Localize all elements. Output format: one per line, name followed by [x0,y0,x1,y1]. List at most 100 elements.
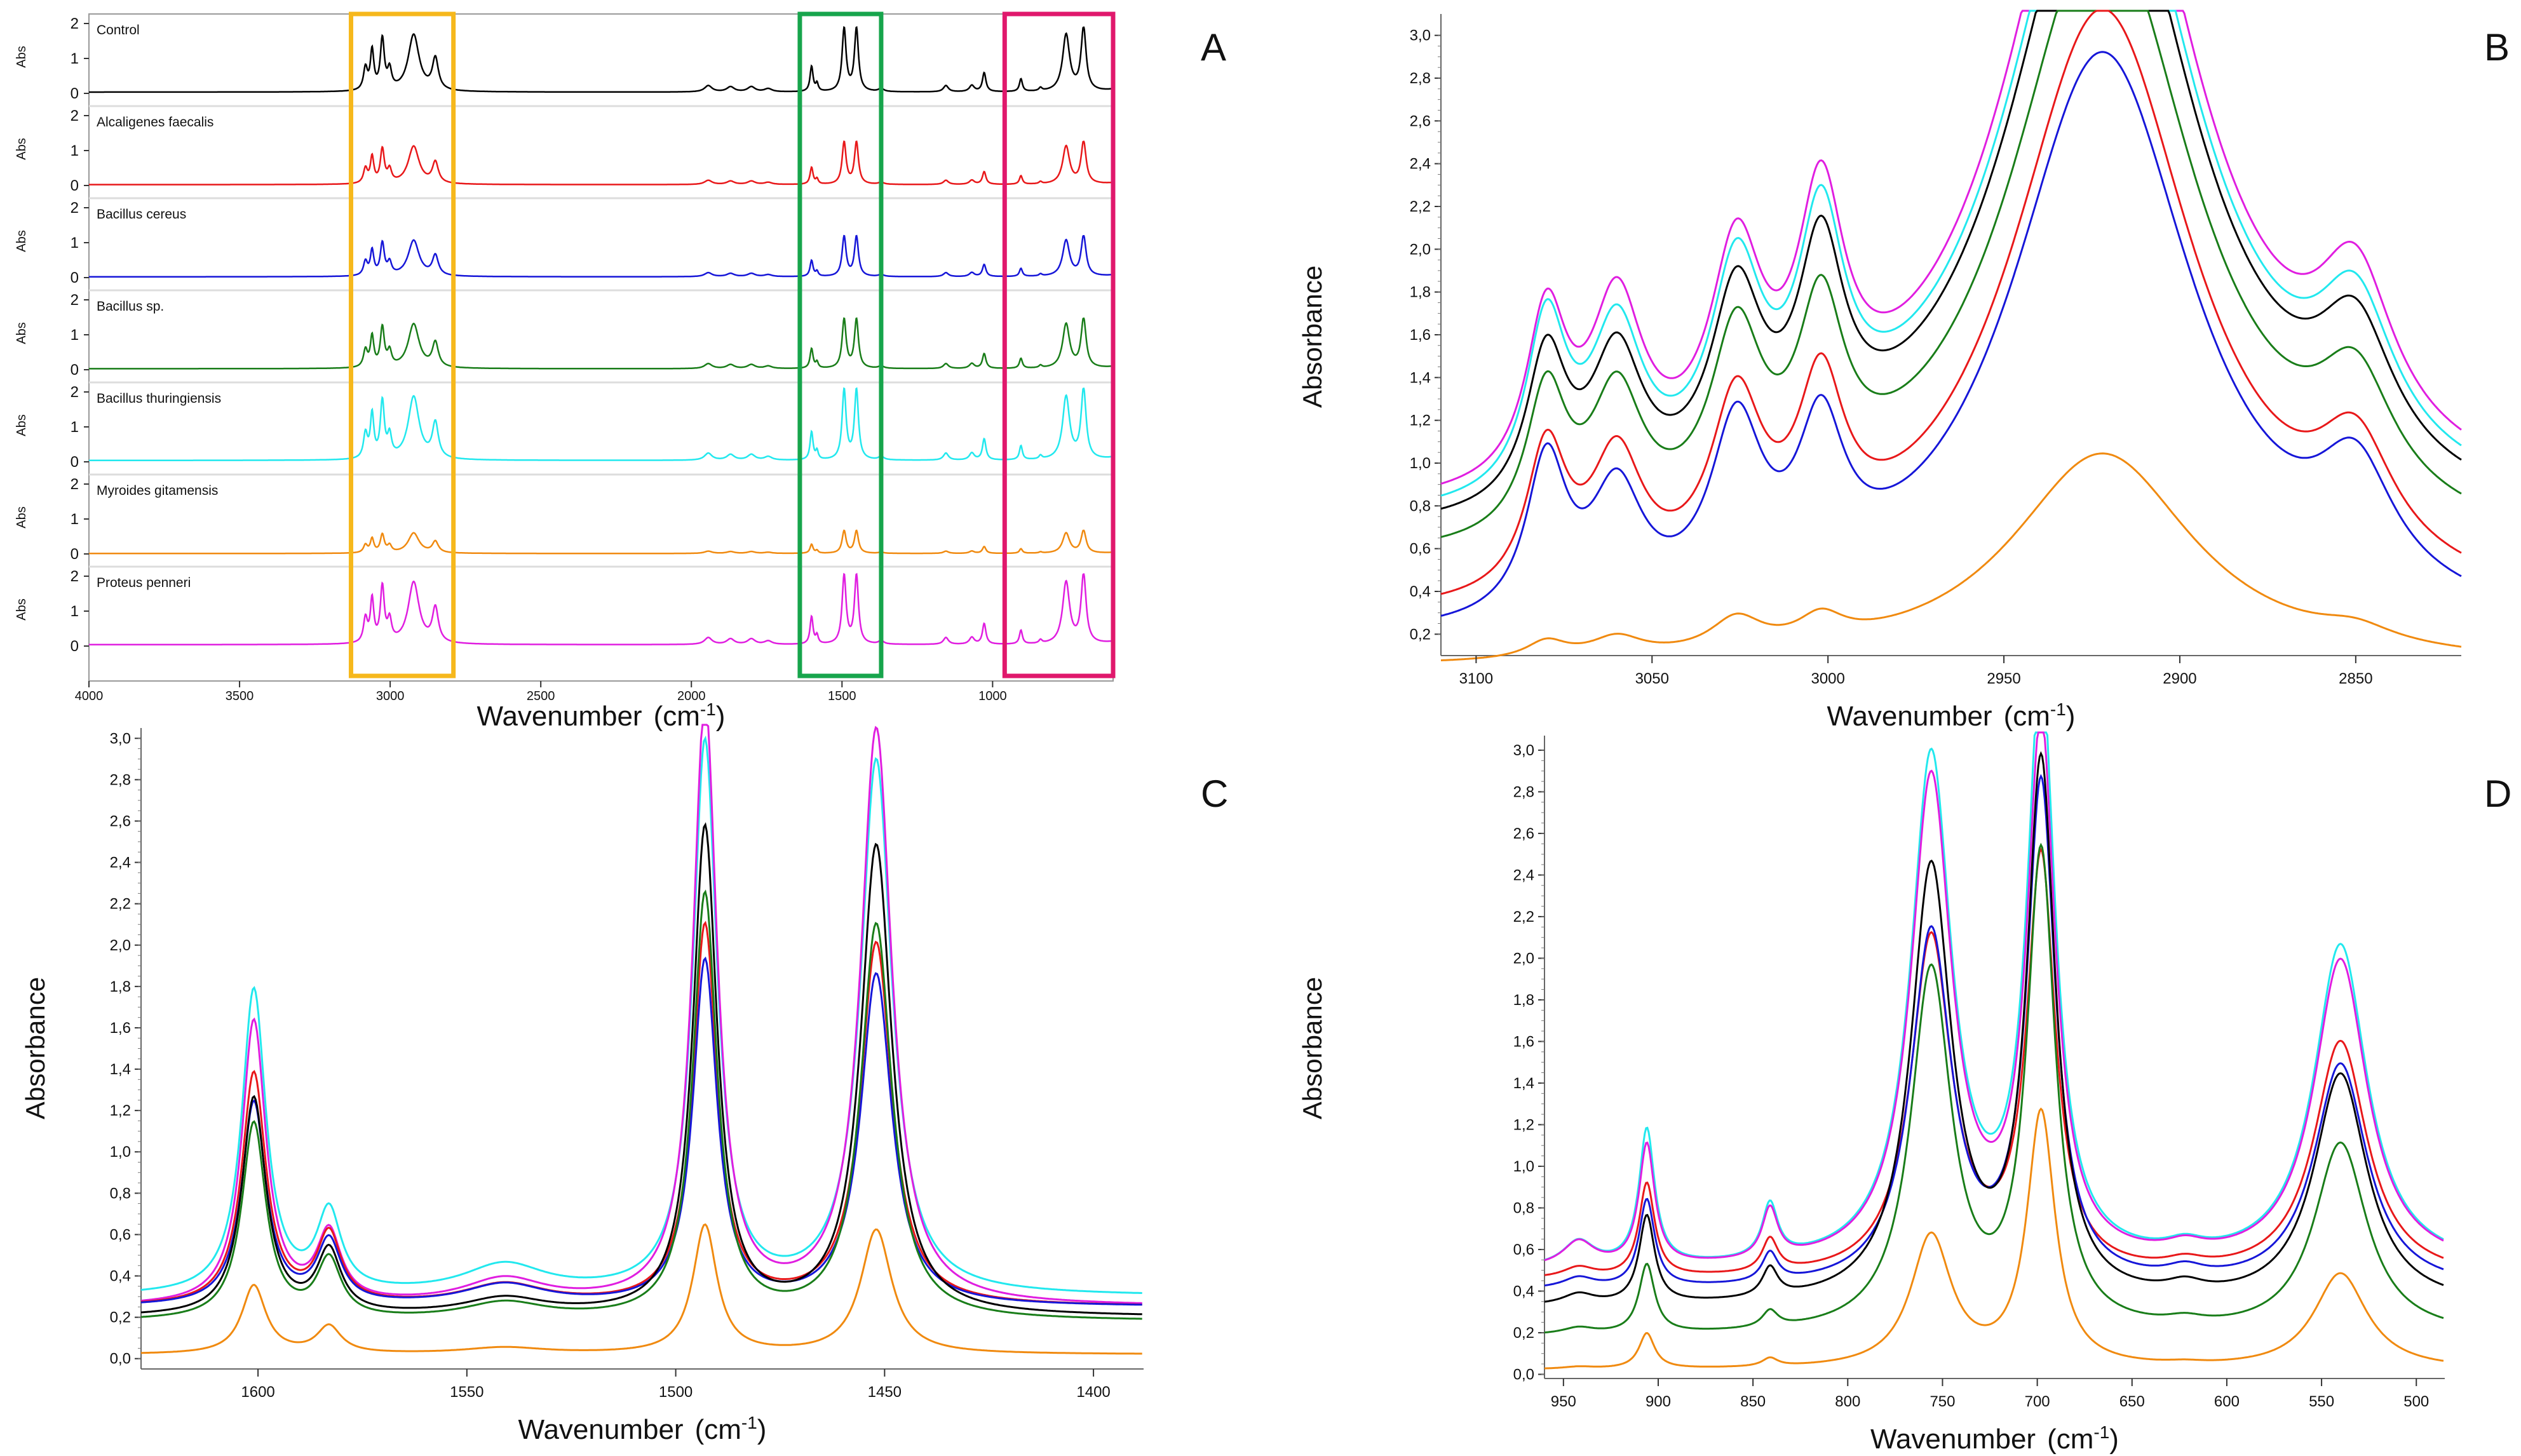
series-line [1440,10,2462,510]
highlight-box [797,11,884,678]
y-tick-label: 1,2 [1513,1116,1534,1133]
y-tick-label: 1,6 [1513,1033,1534,1050]
series-line [140,822,1142,1316]
y-tick-label: 0,0 [1513,1366,1534,1383]
highlight-box [1002,11,1116,678]
x-tick-label: 2000 [677,689,706,703]
x-tick-label: 700 [2025,1393,2050,1410]
y-tick-label: 2,6 [1513,825,1534,842]
y-axis-title: Abs [15,46,29,67]
y-tick-label: 0,4 [1513,1283,1534,1300]
series-line [140,956,1142,1306]
y-tick-label: 0,0 [110,1351,131,1368]
panel-d: 0,0 0,2 0,4 0,6 0,8 1,0 1,2 1,4 1,6 1,8 2,0 2,2 2,4 2… [1297,731,2511,1383]
series-line [1544,751,2444,1303]
x-tick-label: 1450 [868,1384,902,1401]
x-axis-title-unit: (cm [2004,701,2050,732]
panel-c: 0,0 0,2 0,4 0,6 0,8 1,0 1,2 1,4 1,6 1,8 2,0 2,2 2,4 2… [20,724,1228,1370]
x-axis-title: Wavenumber (cm-1) [477,699,726,732]
spectrum-line [89,529,1113,555]
y-tick-label: 0,4 [1410,583,1431,600]
y-tick-label: 2,0 [1513,950,1534,967]
x-axis-title-word: Wavenumber [1870,1424,2036,1455]
x-tick-label: 1500 [828,689,856,703]
y-tick-label: 0,8 [110,1185,131,1202]
y-tick-label: 0 [71,638,79,655]
series-line [1440,10,2462,485]
y-tick-label: 0,6 [1513,1241,1534,1258]
y-tick-label: 2,4 [110,854,131,872]
y-tick-label: 0,4 [110,1268,131,1285]
spectrum-line [89,572,1113,646]
series-line [1440,452,2462,661]
y-tick-label: 2 [71,292,79,309]
x-tick-label: 850 [1740,1393,1766,1410]
y-tick-label: 1,8 [1410,284,1431,301]
sample-name: Proteus penneri [97,576,191,590]
panel-letter: D [2484,772,2511,815]
y-tick-label: 1,0 [1513,1158,1534,1175]
y-tick-label: 0,8 [1513,1199,1534,1217]
y-tick-label: 1,2 [1410,412,1431,429]
y-axis-title: Absorbance [1297,266,1327,408]
panel-a-frame [88,13,1114,682]
y-tick-label: 2,0 [1410,241,1431,258]
x-axis-title: Wavenumber (cm-1) [1827,699,2076,732]
series-line [1440,10,2462,538]
x-tick-label: 3100 [1459,670,1493,687]
y-axis-title: Absorbance [1297,977,1327,1119]
series-line [1440,51,2462,617]
sample-name: Myroides gitamensis [97,483,218,498]
y-tick-label: 0,2 [110,1309,131,1326]
x-tick-label: 750 [1930,1393,1955,1410]
x-tick-label: 2500 [527,689,555,703]
y-tick-label: 1 [71,234,79,252]
y-tick-label: 0 [71,269,79,286]
x-axis-title-sup: -1 [2093,1422,2109,1442]
x-tick-label: 950 [1551,1393,1576,1410]
x-tick-label: 2850 [2339,670,2372,687]
y-tick-label: 1,8 [110,978,131,995]
y-tick-label: 1,6 [110,1020,131,1037]
y-tick-label: 0,2 [1513,1325,1534,1342]
y-tick-label: 3,0 [1513,742,1534,759]
x-tick-label: 2900 [2163,670,2196,687]
x-axis-title-close: ) [2066,701,2076,732]
y-axis-title: Abs [15,322,29,344]
x-tick-label: 1000 [978,689,1007,703]
highlight-box [348,11,456,678]
x-tick-label: 800 [1835,1393,1860,1410]
y-tick-label: 2,8 [1410,70,1431,87]
y-tick-label: 0,2 [1410,626,1431,643]
x-axis-title-sup: -1 [741,1413,757,1432]
series-line [140,735,1142,1294]
y-tick-label: 0 [71,546,79,563]
y-tick-label: 1 [71,50,79,67]
series-line [1544,842,2444,1333]
x-axis-title-close: ) [2109,1424,2119,1455]
series-line [140,889,1142,1320]
y-axis-title: Abs [15,230,29,252]
x-axis-title-word: Wavenumber [477,701,642,732]
y-tick-label: 0,6 [110,1226,131,1243]
y-tick-label: 0,8 [1410,497,1431,515]
spectrum-line [89,387,1113,461]
y-tick-label: 2,2 [110,896,131,913]
series-line [140,724,1142,1304]
x-tick-label: 3500 [226,689,254,703]
series-line [1544,847,2444,1276]
y-tick-label: 1 [71,327,79,344]
y-tick-label: 1 [71,603,79,620]
y-axis-title: Abs [15,414,29,436]
series-line [1544,774,2444,1287]
spectrum-line [89,25,1113,93]
x-tick-label: 500 [2403,1393,2429,1410]
x-tick-label: 2950 [1987,670,2020,687]
x-axis-title-word: Wavenumber [518,1414,684,1445]
sample-name: Bacillus sp. [97,299,164,314]
y-tick-label: 2 [71,384,79,401]
y-tick-label: 2,8 [1513,783,1534,800]
y-tick-label: 0 [71,177,79,194]
x-axis-title-unit: (cm [695,1414,741,1445]
x-tick-label: 1500 [659,1384,693,1401]
